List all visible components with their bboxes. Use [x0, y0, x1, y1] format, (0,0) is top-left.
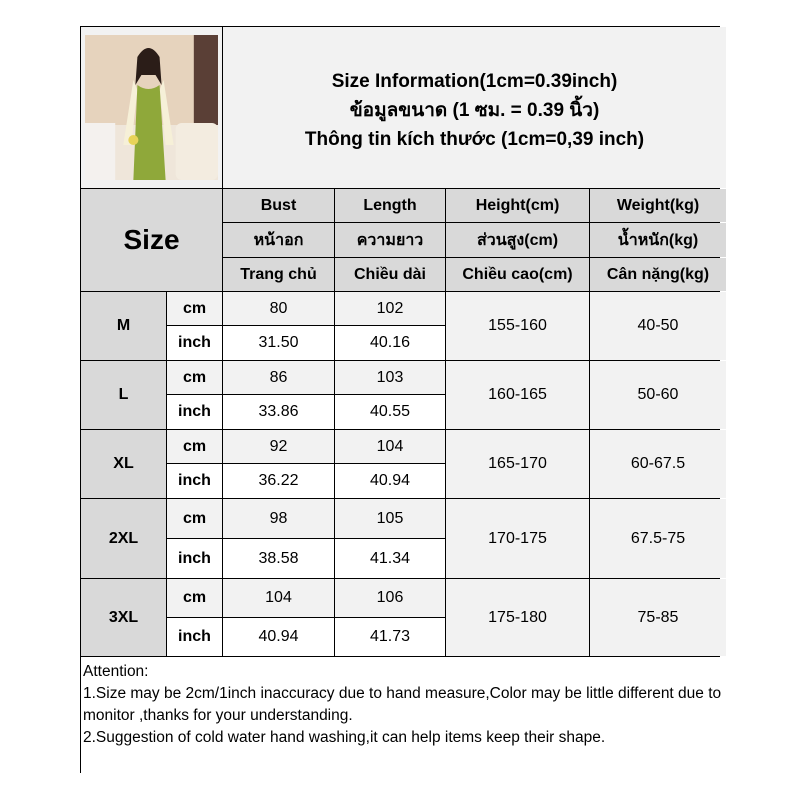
bust-inch-cell: 38.58	[223, 539, 334, 578]
size-label: 3XL	[81, 579, 166, 656]
column-header: ความยาว	[335, 223, 445, 257]
size-label: M	[81, 292, 166, 360]
size-column-header: Size	[81, 189, 222, 291]
height-cell: 165-170	[446, 430, 589, 498]
unit-inch: inch	[167, 464, 222, 498]
product-photo	[81, 27, 222, 188]
unit-cm: cm	[167, 430, 222, 463]
unit-inch: inch	[167, 326, 222, 360]
height-cell: 155-160	[446, 292, 589, 360]
column-header: Cân nặng(kg)	[590, 258, 726, 291]
length-inch-cell: 41.34	[335, 539, 445, 578]
column-header: น้ำหนัก(kg)	[590, 223, 726, 257]
bust-inch-cell: 33.86	[223, 395, 334, 429]
length-inch-cell: 40.16	[335, 326, 445, 360]
length-cm-cell: 105	[335, 499, 445, 538]
note-line: 1.Size may be 2cm/1inch inaccuracy due t…	[83, 685, 722, 724]
length-cm-cell: 103	[335, 361, 445, 394]
size-label: 2XL	[81, 499, 166, 578]
size-label: XL	[81, 430, 166, 498]
bust-cm-cell: 80	[223, 292, 334, 325]
product-photo-image	[85, 35, 218, 180]
attention-notes: Attention: 1.Size may be 2cm/1inch inacc…	[81, 657, 726, 788]
length-cm-cell: 104	[335, 430, 445, 463]
column-header: Length	[335, 189, 445, 222]
unit-inch: inch	[167, 539, 222, 578]
weight-cell: 75-85	[590, 579, 726, 656]
height-cell: 160-165	[446, 361, 589, 429]
column-header: ส่วนสูง(cm)	[446, 223, 589, 257]
height-cell: 175-180	[446, 579, 589, 656]
weight-cell: 60-67.5	[590, 430, 726, 498]
length-inch-cell: 40.94	[335, 464, 445, 498]
height-cell: 170-175	[446, 499, 589, 578]
title-line-vietnamese: Thông tin kích thước (1cm=0,39 inch)	[304, 129, 645, 150]
size-information-title: Size Information(1cm=0.39inch) ข้อมูลขนา…	[223, 27, 726, 188]
unit-cm: cm	[167, 579, 222, 617]
unit-cm: cm	[167, 361, 222, 394]
unit-inch: inch	[167, 618, 222, 656]
unit-cm: cm	[167, 499, 222, 538]
weight-cell: 50-60	[590, 361, 726, 429]
column-header: หน้าอก	[223, 223, 334, 257]
size-label: L	[81, 361, 166, 429]
weight-cell: 40-50	[590, 292, 726, 360]
bust-cm-cell: 86	[223, 361, 334, 394]
notes-heading: Attention:	[83, 663, 149, 680]
bust-inch-cell: 31.50	[223, 326, 334, 360]
column-header: Height(cm)	[446, 189, 589, 222]
bust-inch-cell: 36.22	[223, 464, 334, 498]
length-inch-cell: 41.73	[335, 618, 445, 656]
length-cm-cell: 102	[335, 292, 445, 325]
title-line-thai: ข้อมูลขนาด (1 ซม. = 0.39 นิ้ว)	[349, 100, 600, 121]
size-chart-table: Size Information(1cm=0.39inch) ข้อมูลขนา…	[80, 26, 726, 788]
column-header: Trang chủ	[223, 258, 334, 291]
bust-cm-cell: 104	[223, 579, 334, 617]
unit-inch: inch	[167, 395, 222, 429]
column-header: Weight(kg)	[590, 189, 726, 222]
bust-cm-cell: 98	[223, 499, 334, 538]
bust-cm-cell: 92	[223, 430, 334, 463]
note-line: 2.Suggestion of cold water hand washing,…	[83, 729, 606, 746]
title-line-english: Size Information(1cm=0.39inch)	[331, 71, 618, 92]
column-header: Chiều dài	[335, 258, 445, 291]
weight-cell: 67.5-75	[590, 499, 726, 578]
column-header: Chiều cao(cm)	[446, 258, 589, 291]
length-inch-cell: 40.55	[335, 395, 445, 429]
column-header: Bust	[223, 189, 334, 222]
unit-cm: cm	[167, 292, 222, 325]
bust-inch-cell: 40.94	[223, 618, 334, 656]
length-cm-cell: 106	[335, 579, 445, 617]
